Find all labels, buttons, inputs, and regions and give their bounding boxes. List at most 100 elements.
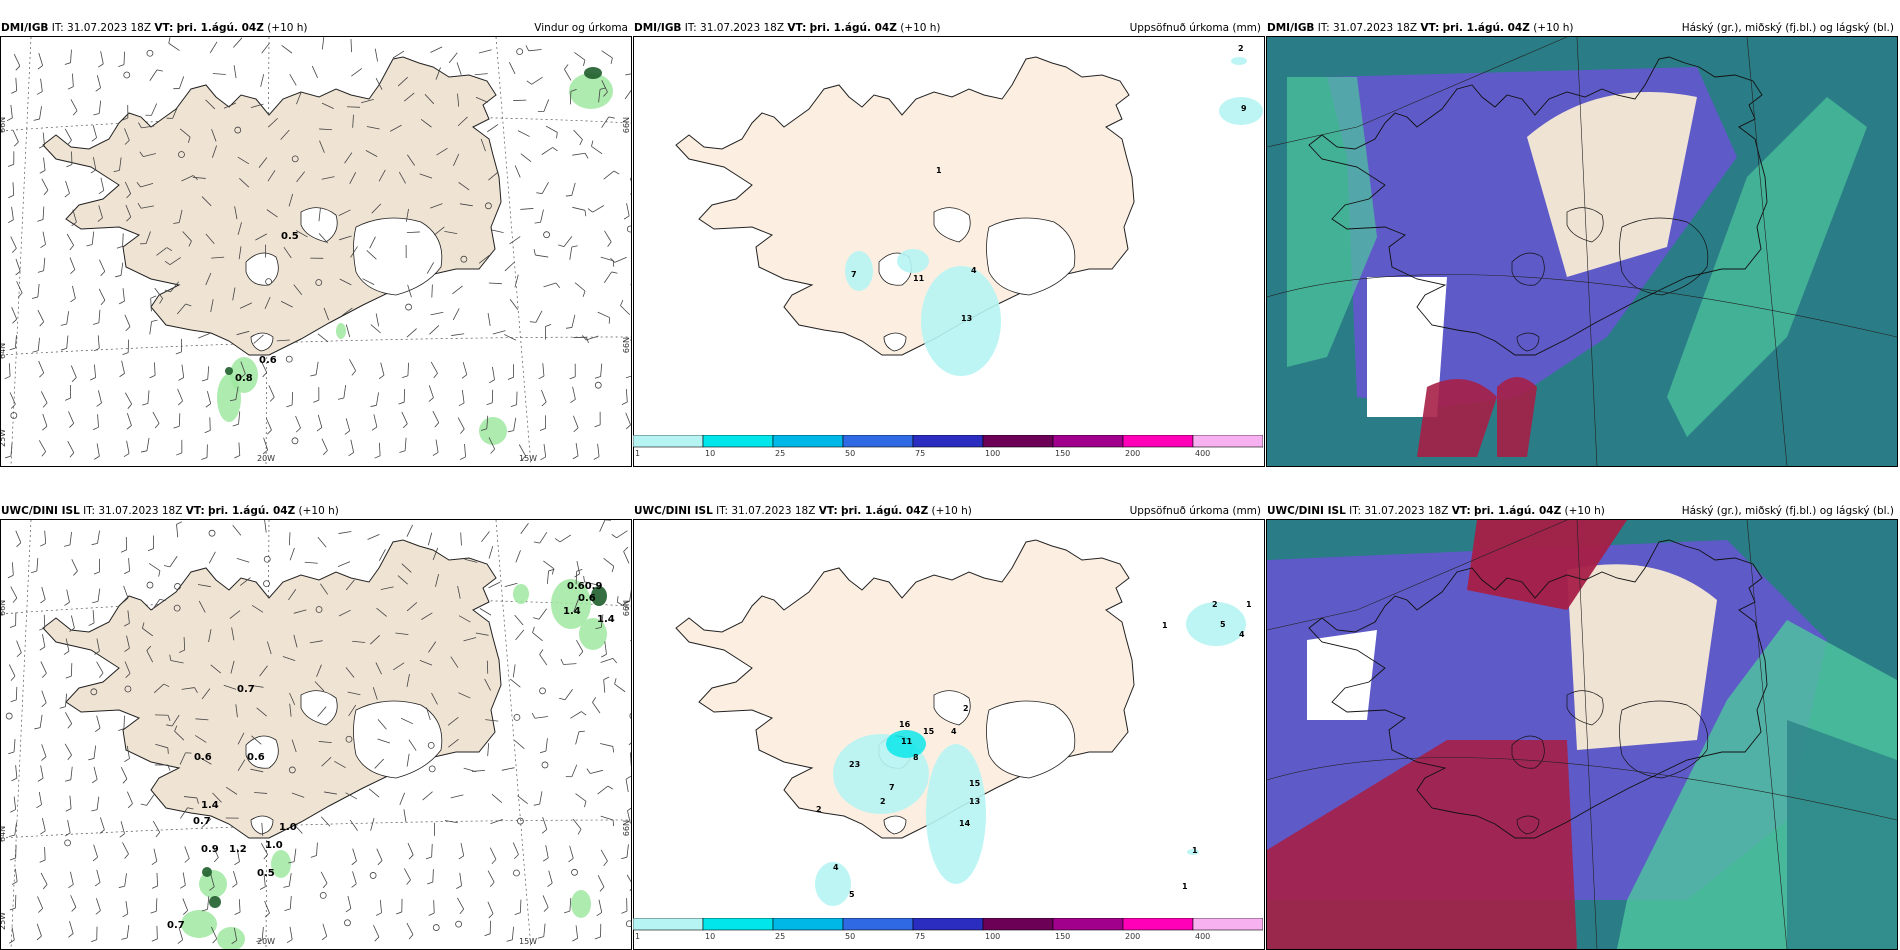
precip-value-label: 5 <box>849 890 855 899</box>
precip-area <box>1186 602 1246 646</box>
precip-value-label: 0.7 <box>167 920 185 931</box>
precip-value-label: 1 <box>1192 846 1198 855</box>
glacier-outline <box>353 700 443 779</box>
colorbar-segment <box>1192 435 1263 448</box>
colorbar-segment <box>633 435 704 448</box>
panel-header: DMI/IGB IT: 31.07.2023 18Z VT: þri. 1.ág… <box>1 20 631 36</box>
high-cloud-area <box>1497 377 1537 457</box>
precip-area <box>181 910 217 938</box>
precip-value-label: 16 <box>899 720 911 729</box>
lead-time: (+10 h) <box>931 505 972 517</box>
precip-value-label: 2 <box>816 805 822 814</box>
precip-area <box>513 584 529 604</box>
colorbar-segment <box>982 918 1054 931</box>
colorbar-tick-label: 150 <box>1055 449 1070 457</box>
precip-area <box>845 251 873 291</box>
colorbar-segment <box>1122 918 1194 931</box>
colorbar-tick-label: 100 <box>985 932 1000 940</box>
colorbar-tick-label: 25 <box>775 449 785 457</box>
grid-label: N99 <box>621 600 630 616</box>
precip-value-label: 15 <box>923 727 935 736</box>
glacier-outline <box>986 217 1076 296</box>
panel-title: Uppsöfnuð úrkoma (mm) <box>1129 505 1261 517</box>
colorbar-tick-label: 1 <box>635 449 640 457</box>
grid-label: N99 <box>621 820 630 836</box>
map-area <box>1266 519 1898 950</box>
glacier-outline <box>1566 690 1604 726</box>
vt-value: þri. 1.ágú. 04Z <box>841 505 929 517</box>
vt-value: þri. 1.ágú. 04Z <box>809 22 897 34</box>
precip-value-label: 2 <box>880 797 886 806</box>
precip-value-label: 0.6 <box>578 593 596 604</box>
colorbar-tick-label: 25 <box>775 932 785 940</box>
precip-value-label: 11 <box>901 737 913 746</box>
green-cloud-area <box>1667 97 1867 437</box>
grid-label: N99 <box>621 117 630 133</box>
colorbar-tick-label: 10 <box>705 449 715 457</box>
model-label: DMI/IGB <box>634 22 682 34</box>
precip-area <box>479 417 507 445</box>
it-label: IT: <box>1349 505 1362 517</box>
panel-header: UWC/DINI ISL IT: 31.07.2023 18Z VT: þri.… <box>1267 503 1897 519</box>
panel-precip: UWC/DINI ISL IT: 31.07.2023 18Z VT: þri.… <box>633 483 1265 950</box>
clear-area <box>1527 92 1697 277</box>
map-area: 66N 64N 25W 20W 15W N99 N99 0.5 0.6 0.8 <box>0 36 632 467</box>
colorbar-segment <box>702 918 774 931</box>
glacier-outline <box>1619 217 1709 296</box>
colorbar-segment <box>772 435 844 448</box>
colorbar-segment <box>842 435 914 448</box>
model-label: DMI/IGB <box>1 22 49 34</box>
panel-header: UWC/DINI ISL IT: 31.07.2023 18Z VT: þri.… <box>634 503 1264 519</box>
iceland-coastline <box>1308 539 1768 839</box>
precip-area <box>579 618 607 650</box>
grid-label: 20W <box>257 937 275 946</box>
precip-value-label: 0.7 <box>237 684 255 695</box>
precip-area <box>217 927 245 949</box>
colorbar-segment <box>702 435 774 448</box>
precip-area <box>1187 849 1199 855</box>
it-value: 31.07.2023 18Z <box>700 22 785 34</box>
grid-label: 15W <box>519 454 537 463</box>
model-label: UWC/DINI ISL <box>1267 505 1346 517</box>
glacier-outline <box>986 700 1076 779</box>
grid-label: 64N <box>1 826 7 842</box>
grid-label: N99 <box>621 337 630 353</box>
precip-value-label: 2 <box>1238 44 1244 53</box>
precip-area <box>815 862 851 906</box>
grid-label: 64N <box>1 343 7 359</box>
panel-header: DMI/IGB IT: 31.07.2023 18Z VT: þri. 1.ág… <box>634 20 1264 36</box>
precip-area <box>1231 57 1247 65</box>
colorbar-tick-label: 50 <box>845 932 855 940</box>
precip-core <box>225 367 233 375</box>
precip-area <box>217 374 241 422</box>
panel-title: Vindur og úrkoma <box>534 22 628 34</box>
colorbar: 1 10 25 50 75 100 150 200 400 <box>633 918 1263 940</box>
precip-value-label: 1 <box>1182 882 1188 891</box>
glacier-outline <box>883 332 907 352</box>
precip-value-label: 7 <box>851 270 857 279</box>
glacier-outline <box>245 735 279 769</box>
precip-value-label: 4 <box>971 266 977 275</box>
model-label: UWC/DINI ISL <box>634 505 713 517</box>
it-label: IT: <box>716 505 729 517</box>
colorbar-tick-label: 400 <box>1195 932 1210 940</box>
panel-cloud: UWC/DINI ISL IT: 31.07.2023 18Z VT: þri.… <box>1266 483 1898 950</box>
high-cloud-area <box>1417 379 1497 457</box>
grid-label: 25W <box>1 429 7 447</box>
glacier-outline <box>883 815 907 835</box>
panel-precip: DMI/IGB IT: 31.07.2023 18Z VT: þri. 1.ág… <box>633 0 1265 467</box>
colorbar-tick-label: 400 <box>1195 449 1210 457</box>
vt-label: VT: <box>1451 505 1471 517</box>
precip-area <box>551 579 591 629</box>
colorbar-segment <box>1192 918 1263 931</box>
precip-core <box>886 730 926 758</box>
vt-label: VT: <box>1420 22 1440 34</box>
lead-time: (+10 h) <box>1533 22 1574 34</box>
colorbar-tick-label: 50 <box>845 449 855 457</box>
precip-core <box>202 867 212 877</box>
wind-barbs <box>4 37 631 461</box>
colorbar-tick-label: 75 <box>915 932 925 940</box>
precip-value-label: 4 <box>951 727 957 736</box>
colorbar-segment <box>1052 435 1124 448</box>
glacier-outline <box>245 252 279 286</box>
